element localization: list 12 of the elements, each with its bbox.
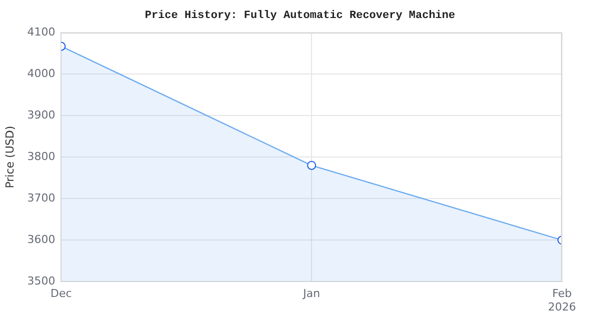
x-tick-label: Jan <box>302 287 320 300</box>
y-tick-label: 3600 <box>27 232 56 246</box>
y-tick-label: 3700 <box>27 191 56 204</box>
y-tick-label: 3500 <box>27 274 56 288</box>
chart-title: Price History: Fully Automatic Recovery Machine <box>144 10 456 22</box>
y-tick-label: 4100 <box>27 25 56 38</box>
x-tick-label: Dec <box>50 287 72 300</box>
y-tick-label: 3900 <box>27 108 56 122</box>
y-axis-title: Price (USD) <box>3 126 16 188</box>
x-tick-label: Feb 2026 <box>548 287 576 314</box>
y-tick-label: 4000 <box>27 66 56 80</box>
y-tick-label: 3800 <box>27 150 56 163</box>
